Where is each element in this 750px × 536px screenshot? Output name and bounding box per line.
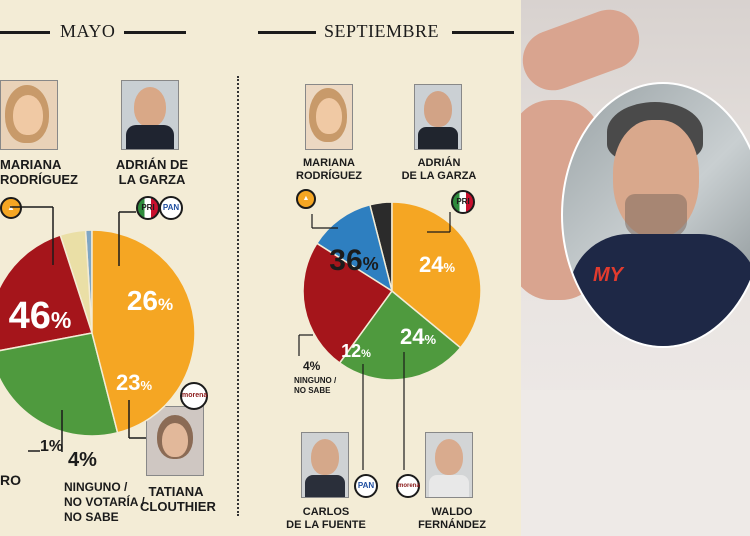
slice-label: 23% — [116, 370, 152, 395]
pie-slice — [338, 289, 462, 381]
ninguno-label-septiembre: NINGUNO / NO SABE — [294, 376, 336, 396]
ninguno-pct-septiembre: 4% — [303, 359, 321, 373]
name-line: DE LA FUENTE — [286, 519, 366, 531]
name-line: FERNÁNDEZ — [418, 519, 486, 531]
name-line: ADRIÁN DE — [115, 157, 189, 172]
name-mariana-mayo: MARIANA RODRÍGUEZ — [0, 157, 78, 187]
photo-panel: MY — [521, 0, 750, 536]
beard — [625, 194, 687, 240]
otro-pct: 1% — [40, 438, 64, 455]
name-line: ADRIÁN — [417, 157, 461, 169]
name-line: LA GARZA — [118, 172, 186, 187]
note-line: NO VOTARÍA / — [64, 495, 145, 509]
name-line: RODRÍGUEZ — [0, 172, 78, 187]
morena-logo-icon: morena — [180, 382, 208, 410]
slice-label: 26% — [127, 285, 173, 316]
note-line: NINGUNO / — [64, 480, 128, 494]
slice-label: 12% — [341, 341, 371, 361]
name-line: MARIANA — [303, 157, 355, 169]
photo-carlos — [301, 432, 349, 498]
name-line: CARLOS — [302, 506, 350, 518]
name-line: CLOUTHIER — [140, 499, 216, 514]
candidate-portrait: MY — [561, 82, 750, 348]
pie-chart-mayo: 46% 26% 23% — [0, 206, 196, 452]
pri-logo-icon: PRI — [136, 196, 160, 220]
header-rule-right — [258, 31, 316, 34]
name-adrian-septiembre: ADRIÁN DE LA GARZA — [400, 157, 478, 183]
ninguno-pct-mayo: 4% — [68, 449, 97, 471]
photo-adrian-septiembre — [414, 84, 462, 150]
morena-logo-icon: morena — [396, 474, 420, 498]
shirt-logo: MY — [593, 264, 623, 286]
movimiento-ciudadano-logo-icon: ▲ — [296, 189, 316, 209]
month-title-mayo: MAYO — [60, 21, 116, 41]
shirt — [569, 234, 750, 346]
photo-mariana-septiembre — [305, 84, 353, 150]
pie-slice — [315, 203, 394, 293]
slice-label: 24% — [419, 252, 455, 277]
pan-logo-icon: PAN — [159, 196, 183, 220]
pie-slice — [91, 229, 196, 434]
name-mariana-septiembre: MARIANA RODRÍGUEZ — [290, 157, 368, 183]
otro-label: RO — [0, 472, 21, 488]
pri-logo-icon: PRI — [451, 190, 475, 214]
photo-tatiana — [146, 406, 204, 476]
pie-slice — [391, 201, 482, 349]
poll-infographic: MAYO SEPTIEMBRE MARIANA RODRÍGUEZ ADRIÁN… — [0, 21, 514, 532]
section-divider — [237, 76, 239, 516]
photo-waldo — [425, 432, 473, 498]
header-rule-left-2 — [124, 31, 186, 34]
name-waldo: WALDO FERNÁNDEZ — [412, 506, 492, 532]
slice-label: 46% — [9, 295, 72, 337]
pie-slice — [302, 242, 394, 365]
note-line: NO SABE — [294, 386, 331, 395]
name-carlos: CARLOS DE LA FUENTE — [286, 506, 366, 532]
pie-slice — [0, 332, 119, 437]
name-line: MARIANA — [0, 157, 62, 172]
pan-logo-icon: PAN — [354, 474, 378, 498]
header-rule-left — [0, 31, 50, 34]
photo-mariana-mayo — [0, 80, 58, 150]
name-adrian-mayo: ADRIÁN DE LA GARZA — [110, 157, 194, 187]
name-tatiana: TATIANA CLOUTHIER — [140, 484, 216, 514]
name-line: RODRÍGUEZ — [296, 170, 362, 182]
photo-adrian-mayo — [121, 80, 179, 150]
background-table — [521, 390, 750, 536]
ninguno-label-mayo: NINGUNO / NO VOTARÍA / NO SABE — [64, 480, 145, 525]
name-line: DE LA GARZA — [401, 170, 477, 182]
slice-label: 36% — [329, 244, 378, 277]
name-line: WALDO — [431, 506, 473, 518]
slice-label: 24% — [400, 324, 436, 349]
background-hand — [521, 1, 648, 99]
note-line: NO SABE — [64, 510, 119, 524]
note-line: NINGUNO / — [294, 376, 337, 385]
pie-slice — [0, 234, 93, 352]
name-line: TATIANA — [148, 484, 204, 499]
month-title-septiembre: SEPTIEMBRE — [324, 21, 440, 41]
header-rule-right-2 — [452, 31, 514, 34]
pie-chart-septiembre: 36% 24% 24% 12% — [298, 201, 482, 470]
